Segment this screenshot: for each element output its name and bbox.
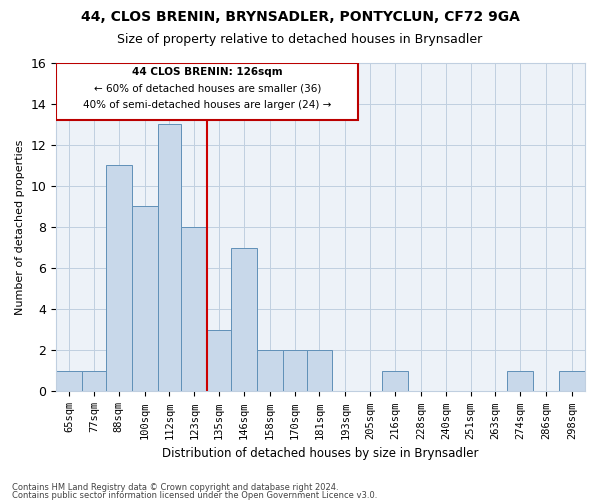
Bar xyxy=(283,350,307,392)
Bar xyxy=(158,124,181,392)
X-axis label: Distribution of detached houses by size in Brynsadler: Distribution of detached houses by size … xyxy=(163,447,479,460)
Bar xyxy=(181,227,207,392)
Text: Contains HM Land Registry data © Crown copyright and database right 2024.: Contains HM Land Registry data © Crown c… xyxy=(12,484,338,492)
Text: ← 60% of detached houses are smaller (36): ← 60% of detached houses are smaller (36… xyxy=(94,83,321,93)
Bar xyxy=(507,371,533,392)
Bar xyxy=(106,166,132,392)
Bar xyxy=(231,248,257,392)
Bar xyxy=(257,350,283,392)
Text: Contains public sector information licensed under the Open Government Licence v3: Contains public sector information licen… xyxy=(12,490,377,500)
Bar xyxy=(56,62,358,120)
Text: 44 CLOS BRENIN: 126sqm: 44 CLOS BRENIN: 126sqm xyxy=(132,67,283,77)
Bar xyxy=(382,371,408,392)
Text: 40% of semi-detached houses are larger (24) →: 40% of semi-detached houses are larger (… xyxy=(83,100,331,110)
Text: Size of property relative to detached houses in Brynsadler: Size of property relative to detached ho… xyxy=(118,32,482,46)
Bar xyxy=(132,206,158,392)
Bar xyxy=(559,371,585,392)
Text: 44, CLOS BRENIN, BRYNSADLER, PONTYCLUN, CF72 9GA: 44, CLOS BRENIN, BRYNSADLER, PONTYCLUN, … xyxy=(80,10,520,24)
Bar xyxy=(207,330,231,392)
Bar xyxy=(56,371,82,392)
Bar xyxy=(82,371,106,392)
Bar xyxy=(307,350,332,392)
Y-axis label: Number of detached properties: Number of detached properties xyxy=(15,140,25,314)
